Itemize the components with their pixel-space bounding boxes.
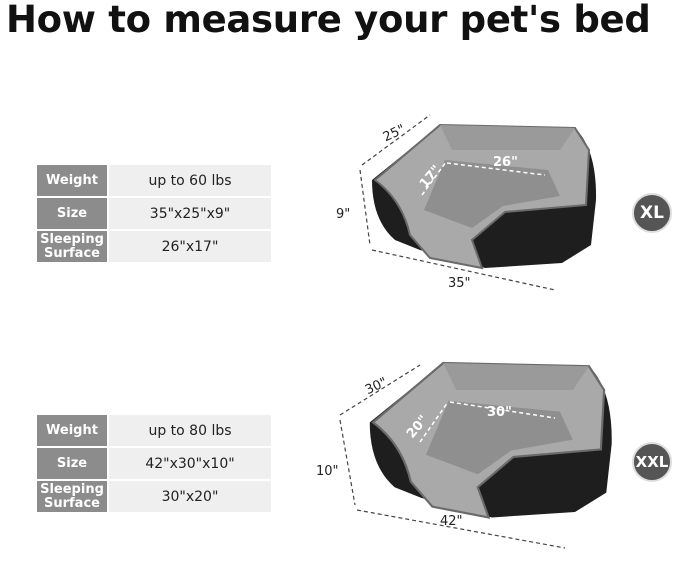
spec-value: 35"x25"x9": [109, 198, 271, 229]
spec-label: Size: [37, 448, 107, 479]
dimension-depth: 25": [381, 122, 408, 145]
dimension-length: 35": [448, 276, 471, 291]
spec-row-size: Size 35"x25"x9": [37, 198, 271, 229]
dimension-length: 42": [440, 514, 463, 529]
spec-table-xl: Weight up to 60 lbs Size 35"x25"x9" Sleepi…: [37, 165, 271, 264]
spec-value: 42"x30"x10": [109, 448, 271, 479]
spec-value: 26"x17": [109, 231, 271, 262]
spec-row-sleeping-surface: Sleeping Surface 30"x20": [37, 481, 271, 512]
spec-label: Sleeping Surface: [37, 481, 107, 512]
spec-row-weight: Weight up to 80 lbs: [37, 415, 271, 446]
spec-label: Weight: [37, 415, 107, 446]
spec-label: Weight: [37, 165, 107, 196]
page-title: How to measure your pet's bed: [6, 0, 651, 41]
dimension-height: 10": [316, 464, 339, 479]
size-badge-xl: XL: [632, 193, 672, 233]
spec-value: up to 60 lbs: [109, 165, 271, 196]
spec-label: Size: [37, 198, 107, 229]
dimension-lines: [339, 364, 566, 549]
spec-row-sleeping-surface: Sleeping Surface 26"x17": [37, 231, 271, 262]
bed-xxl: 30" 10" 42" 20" 30": [316, 361, 613, 549]
dimension-inner-length: 30": [487, 405, 512, 420]
bed-xl: 25" 9" 35" 17" 26": [336, 114, 598, 291]
dimension-inner-length: 26": [493, 155, 518, 170]
size-badge-xxl: XXL: [632, 442, 672, 482]
spec-row-size: Size 42"x30"x10": [37, 448, 271, 479]
spec-value: up to 80 lbs: [109, 415, 271, 446]
dimension-lines: [359, 114, 556, 291]
spec-row-weight: Weight up to 60 lbs: [37, 165, 271, 196]
dimension-height: 9": [336, 207, 350, 222]
dimension-depth: 30": [363, 375, 390, 398]
spec-table-xxl: Weight up to 80 lbs Size 42"x30"x10" Sleep…: [37, 415, 271, 514]
spec-label: Sleeping Surface: [37, 231, 107, 262]
spec-value: 30"x20": [109, 481, 271, 512]
